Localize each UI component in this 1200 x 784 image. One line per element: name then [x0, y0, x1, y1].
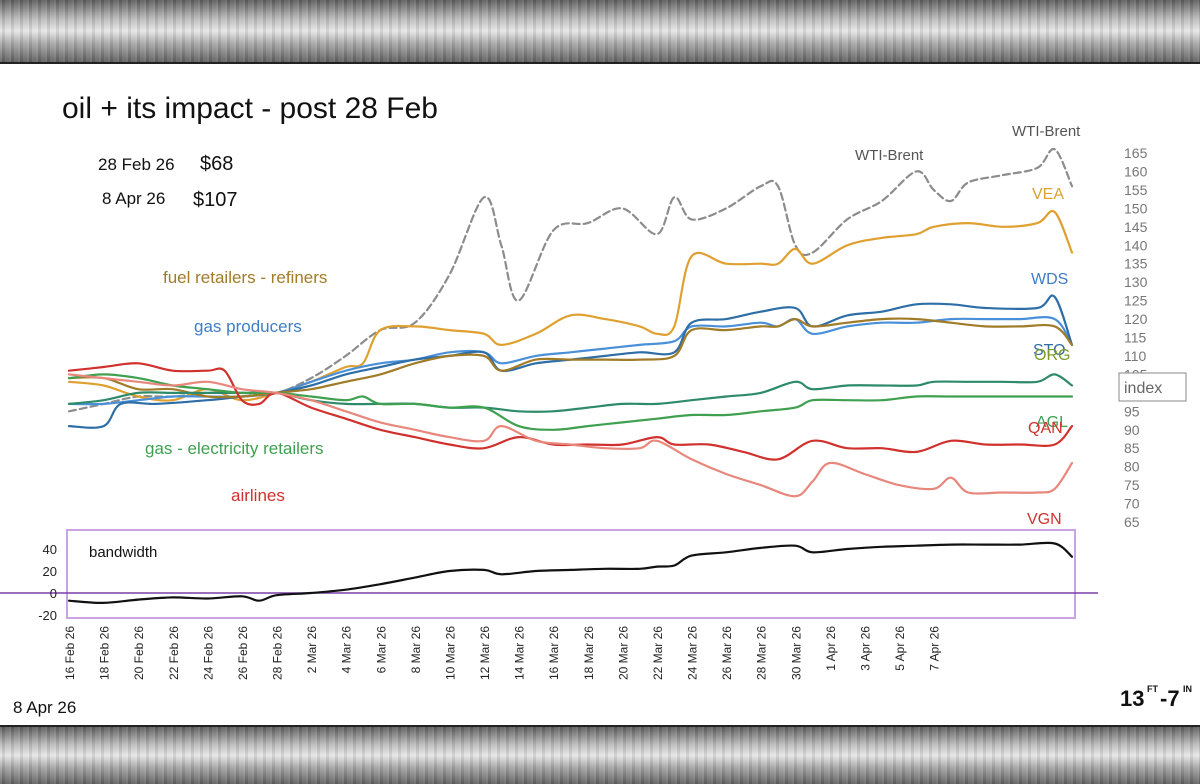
y-tick-110: 110: [1124, 348, 1147, 364]
y-tick-85: 85: [1124, 440, 1140, 456]
metal-frame-top: [0, 0, 1200, 62]
label-sto: STO: [1033, 342, 1066, 359]
label-wti-brent-mid: WTI-Brent: [855, 147, 924, 164]
x-tick-label: 2 Mar 26: [305, 626, 319, 674]
label-fuel-retailers: fuel retailers - refiners: [163, 268, 327, 287]
series-line-org: [67, 317, 1074, 399]
oil-price-1: $68: [200, 153, 233, 175]
series-line-vgn: [67, 373, 1074, 498]
x-tick-label: 24 Mar 26: [686, 626, 700, 680]
series-line-agl-dark: [67, 373, 1074, 413]
bandwidth-title: bandwidth: [89, 544, 157, 561]
x-axis-labels: 16 Feb 26 18 Feb 26 20 Feb 26 22 Feb 26 24 F…: [63, 626, 942, 680]
bandwidth-y-tick-0: 0: [50, 586, 57, 601]
label-vea: VEA: [1032, 186, 1064, 203]
y-tick-140: 140: [1124, 237, 1148, 253]
x-tick-label: 24 Feb 26: [201, 626, 215, 680]
label-qan: QAN: [1028, 420, 1063, 437]
y-tick-135: 135: [1124, 256, 1148, 272]
oil-date-2: 8 Apr 26: [102, 189, 165, 208]
oil-price-summary: 28 Feb 26 $68 8 Apr 26 $107: [98, 153, 238, 211]
y-tick-90: 90: [1124, 422, 1140, 438]
svg-text:FT: FT: [1147, 684, 1158, 694]
bandwidth-frame: [66, 529, 1076, 619]
y-tick-145: 145: [1124, 219, 1148, 235]
svg-text:13: 13: [1120, 686, 1144, 711]
x-tick-label: 10 Mar 26: [443, 626, 457, 680]
y-tick-95: 95: [1124, 403, 1140, 419]
main-y-axis: 6570758085909510010511011512012513013514…: [1124, 145, 1148, 530]
x-tick-label: 8 Mar 26: [409, 626, 423, 674]
bandwidth-y-tick--20: -20: [38, 608, 57, 623]
svg-text:IN: IN: [1183, 684, 1192, 694]
date-footer: 8 Apr 26: [13, 698, 76, 717]
series-labels: WTI-Brent WTI-Brent VEA WDS STO ORG AGL …: [855, 123, 1081, 528]
x-tick-label: 14 Mar 26: [513, 626, 527, 680]
label-airlines: airlines: [231, 486, 285, 505]
x-tick-label: 5 Apr 26: [893, 626, 907, 671]
main-plot-lines: [67, 147, 1074, 498]
x-tick-label: 28 Feb 26: [271, 626, 285, 680]
x-tick-label: 30 Mar 26: [789, 626, 803, 680]
x-tick-label: 18 Feb 26: [98, 626, 112, 680]
y-tick-115: 115: [1124, 330, 1147, 346]
series-line-vea: [67, 209, 1074, 402]
series-line-qan: [67, 362, 1074, 461]
y-tick-120: 120: [1124, 311, 1148, 327]
group-labels: fuel retailers - refiners gas producers …: [145, 268, 327, 505]
index-box: [1118, 372, 1187, 402]
x-tick-label: 26 Feb 26: [236, 626, 250, 680]
label-agl: AGL: [1036, 414, 1068, 431]
svg-text:-7: -7: [1160, 686, 1180, 711]
x-tick-label: 7 Apr 26: [928, 626, 942, 671]
label-org: ORG: [1034, 347, 1070, 364]
x-tick-label: 16 Feb 26: [63, 626, 77, 680]
chart-title: oil + its impact - post 28 Feb: [62, 92, 438, 125]
x-tick-label: 18 Mar 26: [582, 626, 596, 680]
label-wds: WDS: [1031, 271, 1068, 288]
x-tick-label: 20 Mar 26: [616, 626, 630, 680]
x-tick-label: 28 Mar 26: [755, 626, 769, 680]
oil-price-2: $107: [193, 189, 238, 211]
series-line-bandwidth: [67, 541, 1074, 605]
label-wti-brent-top: WTI-Brent: [1012, 123, 1081, 140]
y-tick-65: 65: [1124, 514, 1140, 530]
x-tick-label: 16 Mar 26: [547, 626, 561, 680]
x-tick-label: 20 Feb 26: [132, 626, 146, 680]
bandwidth-y-tick-40: 40: [43, 542, 57, 557]
y-tick-80: 80: [1124, 459, 1140, 475]
metal-frame-bottom: [0, 727, 1200, 784]
x-tick-label: 22 Feb 26: [167, 626, 181, 680]
y-tick-75: 75: [1124, 477, 1140, 493]
y-tick-70: 70: [1124, 496, 1140, 512]
x-tick-label: 4 Mar 26: [340, 626, 354, 674]
oil-date-1: 28 Feb 26: [98, 155, 175, 174]
x-tick-label: 1 Apr 26: [824, 626, 838, 671]
series-line-agl: [67, 373, 1074, 431]
y-tick-160: 160: [1124, 163, 1148, 179]
x-tick-label: 3 Apr 26: [858, 626, 872, 671]
label-gas-producers: gas producers: [194, 317, 302, 336]
y-tick-150: 150: [1124, 200, 1148, 216]
index-label: index: [1124, 380, 1162, 397]
label-vgn: VGN: [1027, 511, 1062, 528]
x-tick-label: 22 Mar 26: [651, 626, 665, 680]
x-tick-label: 12 Mar 26: [478, 626, 492, 680]
label-gas-electricity-retailers: gas - electricity retailers: [145, 439, 324, 458]
x-tick-label: 6 Mar 26: [374, 626, 388, 674]
y-tick-125: 125: [1124, 293, 1148, 309]
logo: 13 FT -7 IN: [1120, 684, 1192, 711]
y-tick-130: 130: [1124, 274, 1148, 290]
x-tick-label: 26 Mar 26: [720, 626, 734, 680]
bandwidth-plot: -20 0 20 40: [0, 541, 1098, 623]
bandwidth-y-tick-20: 20: [43, 564, 57, 579]
y-tick-165: 165: [1124, 145, 1148, 161]
y-tick-155: 155: [1124, 182, 1148, 198]
